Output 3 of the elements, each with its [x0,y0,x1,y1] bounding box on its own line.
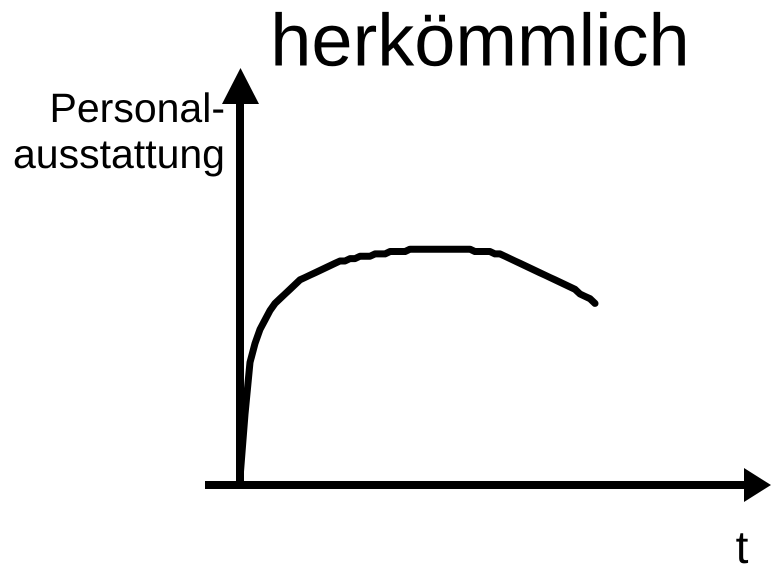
x-axis-title: t [736,521,749,567]
chart-title: herkömmlich [270,0,690,82]
y-axis-title: Personal- ausstattung [13,85,225,177]
